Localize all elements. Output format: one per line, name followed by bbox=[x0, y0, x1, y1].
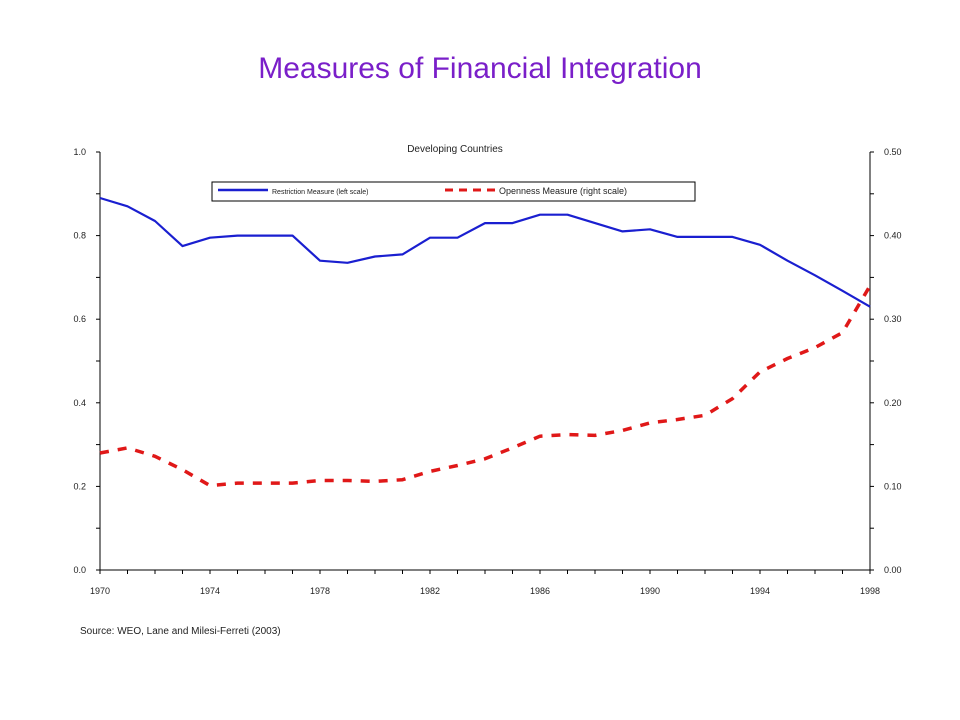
restriction-series-line bbox=[99, 196, 871, 308]
right-y-tick-label: 0.10 bbox=[884, 481, 902, 491]
legend-openness-label: Openness Measure (right scale) bbox=[499, 186, 627, 196]
right-y-tick-label: 0.00 bbox=[884, 565, 902, 575]
legend: Restriction Measure (left scale) Opennes… bbox=[211, 181, 696, 202]
page-title: Measures of Financial Integration bbox=[258, 52, 702, 85]
legend-box bbox=[211, 181, 696, 202]
x-tick-label: 1970 bbox=[90, 586, 110, 596]
x-tick-label: 1978 bbox=[310, 586, 330, 596]
left-y-tick-label: 0.4 bbox=[73, 398, 86, 408]
right-y-tick-label: 0.30 bbox=[884, 314, 902, 324]
x-tick-label: 1994 bbox=[750, 586, 770, 596]
x-tick-label: 1982 bbox=[420, 586, 440, 596]
x-tick-label: 1990 bbox=[640, 586, 660, 596]
left-y-tick-label: 1.0 bbox=[73, 147, 86, 157]
axes: 0.0 0.2 0.4 0.6 0.8 1.0 0.00 0.10 0.20 0.30 0.40 0.… bbox=[73, 147, 901, 596]
chart-title: Developing Countries bbox=[407, 144, 503, 155]
right-y-tick-label: 0.50 bbox=[884, 147, 902, 157]
x-tick-label: 1998 bbox=[860, 586, 880, 596]
left-y-tick-label: 0.6 bbox=[73, 314, 86, 324]
series-layer bbox=[99, 196, 872, 488]
source-note: Source: WEO, Lane and Milesi-Ferreti (20… bbox=[80, 626, 281, 637]
left-y-tick-label: 0.0 bbox=[73, 565, 86, 575]
right-y-tick-label: 0.20 bbox=[884, 398, 902, 408]
legend-restriction-label: Restriction Measure (left scale) bbox=[272, 189, 368, 196]
x-tick-label: 1986 bbox=[530, 586, 550, 596]
openness-series-line bbox=[99, 284, 872, 488]
x-tick-label: 1974 bbox=[200, 586, 220, 596]
left-y-tick-label: 0.8 bbox=[73, 231, 86, 241]
left-y-tick-label: 0.2 bbox=[73, 481, 86, 491]
right-y-tick-label: 0.40 bbox=[884, 231, 902, 241]
